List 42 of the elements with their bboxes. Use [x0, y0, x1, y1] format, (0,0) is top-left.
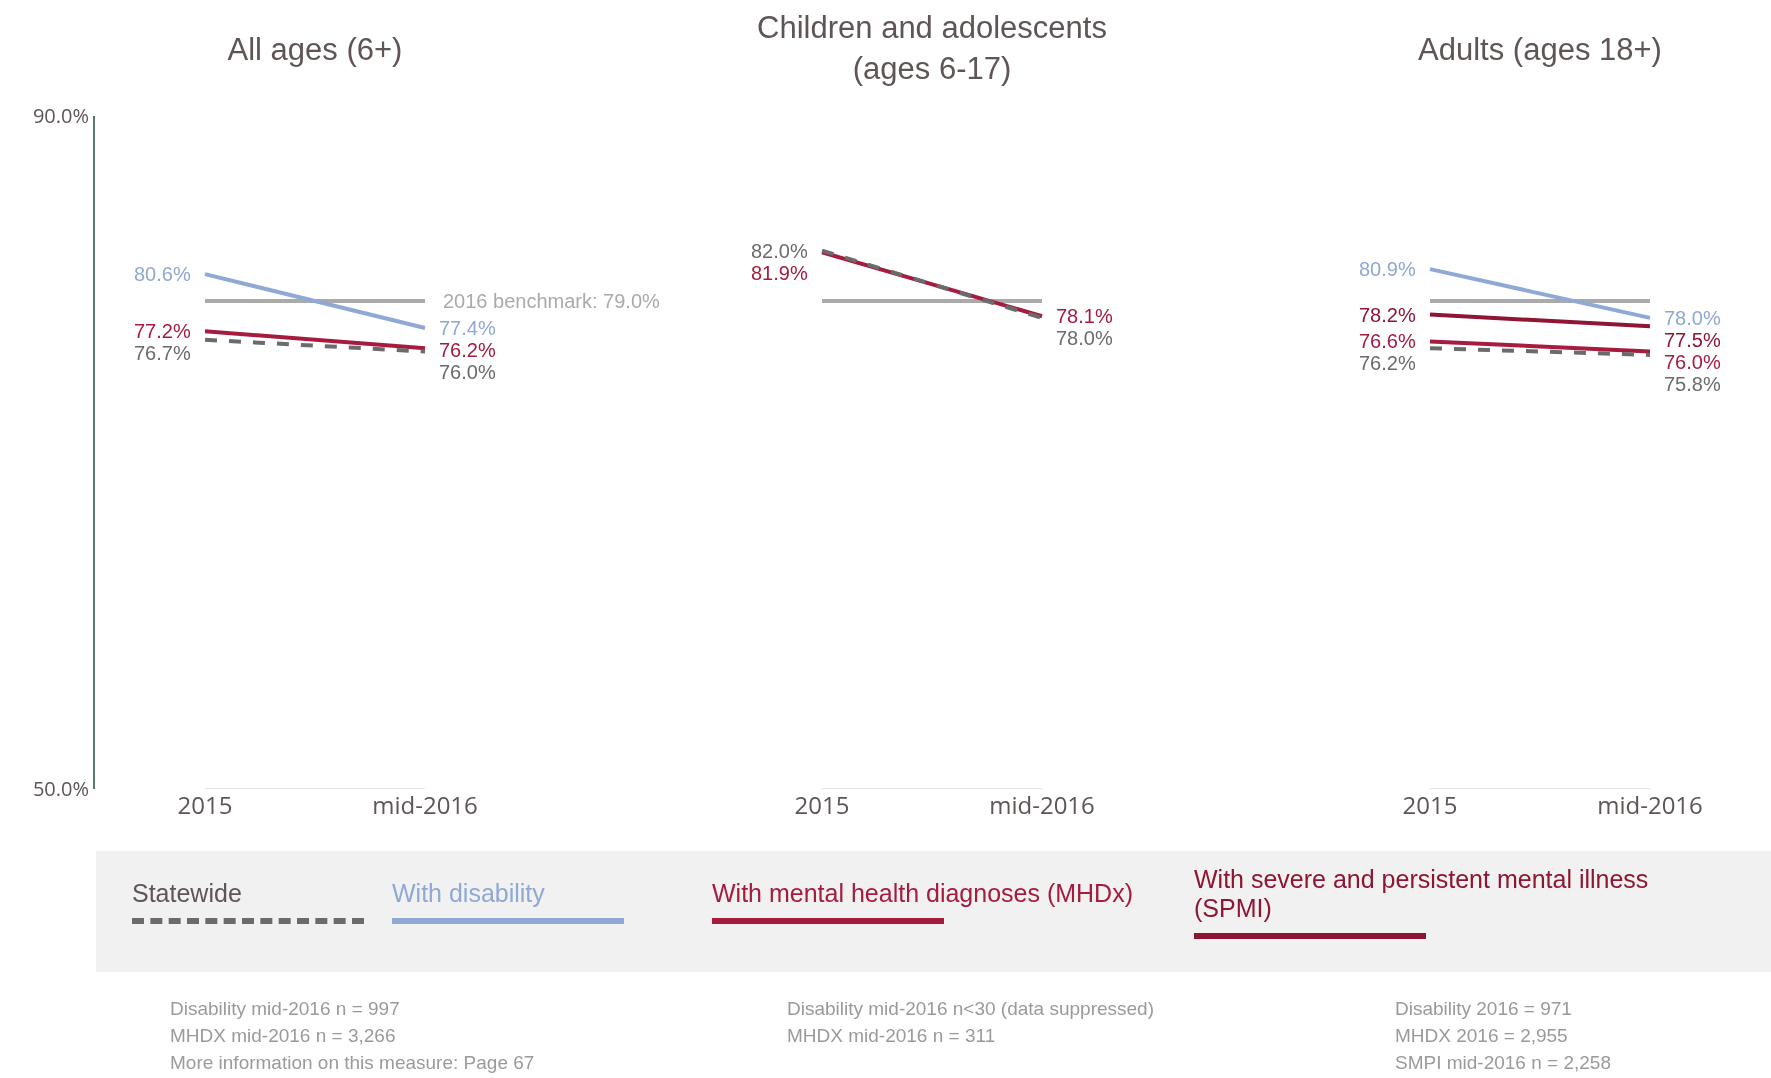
data-label: 76.7%	[134, 342, 191, 364]
text: With disability	[392, 879, 546, 908]
data-label: 77.4%	[439, 317, 496, 339]
data-label: 80.6%	[134, 263, 191, 285]
x-tick-label: mid-2016	[1597, 788, 1703, 821]
data-label: 82.0%	[751, 240, 808, 262]
x-tick-label: 2015	[177, 788, 233, 821]
text: MHDX mid-2016 n = 3,266	[170, 1024, 397, 1048]
chart-title: Adults (ages 18+)	[1418, 31, 1662, 67]
x-tick-label: mid-2016	[372, 788, 478, 821]
data-label: 81.9%	[751, 262, 808, 284]
x-tick-label: 2015	[1402, 788, 1458, 821]
text: Disability mid-2016 n = 997	[170, 997, 401, 1021]
ref-line-label: 2016 benchmark: 79.0%	[443, 290, 661, 312]
text: Disability mid-2016 n<30 (data suppressed)	[787, 997, 1155, 1021]
data-label: 80.9%	[1359, 258, 1416, 280]
data-label: 78.1%	[1056, 305, 1113, 327]
x-tick-label: 2015	[794, 788, 850, 821]
chart-title: Children and adolescents (ages 6-17)	[757, 10, 1107, 86]
text: MHDX mid-2016 n = 311	[787, 1024, 997, 1048]
data-label: 77.2%	[134, 320, 191, 342]
text: With mental health diagnoses (MHDx)	[712, 879, 1134, 908]
x-tick-label: mid-2016	[989, 788, 1095, 821]
data-label: 78.0%	[1056, 327, 1113, 349]
y-tick-label: 50.0%	[32, 775, 89, 802]
data-label: 76.0%	[439, 361, 496, 383]
chart-title: All ages (6+)	[227, 31, 403, 67]
text: With severe and persistent mental illness (SPMI)	[1194, 865, 1650, 923]
data-label: 78.0%	[1664, 307, 1721, 329]
data-label: 75.8%	[1664, 373, 1721, 395]
text: MHDX 2016 = 2,955	[1395, 1024, 1569, 1048]
data-label: 77.5%	[1664, 329, 1721, 351]
text: Disability 2016 = 971	[1395, 997, 1573, 1021]
data-label: 76.2%	[439, 339, 496, 361]
data-label: 78.2%	[1359, 304, 1416, 326]
data-label: 76.6%	[1359, 330, 1416, 352]
text: Statewide	[132, 879, 243, 908]
y-tick-label: 90.0%	[32, 102, 89, 129]
data-label: 76.2%	[1359, 352, 1416, 374]
text: SMPI mid-2016 n = 2,258	[1395, 1051, 1611, 1075]
data-label: 76.0%	[1664, 351, 1721, 373]
text: More information on this measure: Page 67	[170, 1051, 535, 1075]
